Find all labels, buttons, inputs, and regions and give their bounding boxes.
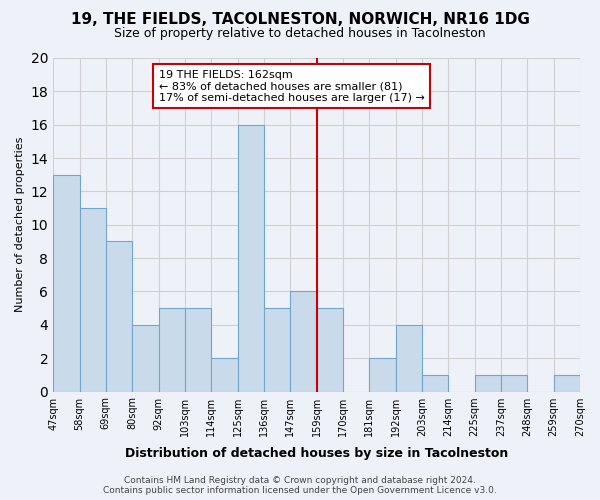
Bar: [290, 292, 317, 392]
Bar: [422, 375, 448, 392]
Bar: [317, 308, 343, 392]
Bar: [158, 308, 185, 392]
Text: 19, THE FIELDS, TACOLNESTON, NORWICH, NR16 1DG: 19, THE FIELDS, TACOLNESTON, NORWICH, NR…: [71, 12, 529, 28]
Bar: [264, 308, 290, 392]
Bar: [53, 174, 80, 392]
Text: Contains HM Land Registry data © Crown copyright and database right 2024.
Contai: Contains HM Land Registry data © Crown c…: [103, 476, 497, 495]
Text: 19 THE FIELDS: 162sqm
← 83% of detached houses are smaller (81)
17% of semi-deta: 19 THE FIELDS: 162sqm ← 83% of detached …: [158, 70, 424, 103]
Text: Size of property relative to detached houses in Tacolneston: Size of property relative to detached ho…: [114, 28, 486, 40]
Bar: [106, 242, 132, 392]
Bar: [132, 325, 158, 392]
Y-axis label: Number of detached properties: Number of detached properties: [15, 137, 25, 312]
X-axis label: Distribution of detached houses by size in Tacolneston: Distribution of detached houses by size …: [125, 447, 508, 460]
Bar: [501, 375, 527, 392]
Bar: [238, 124, 264, 392]
Bar: [369, 358, 395, 392]
Bar: [185, 308, 211, 392]
Bar: [395, 325, 422, 392]
Bar: [475, 375, 501, 392]
Bar: [554, 375, 580, 392]
Bar: [80, 208, 106, 392]
Bar: [211, 358, 238, 392]
